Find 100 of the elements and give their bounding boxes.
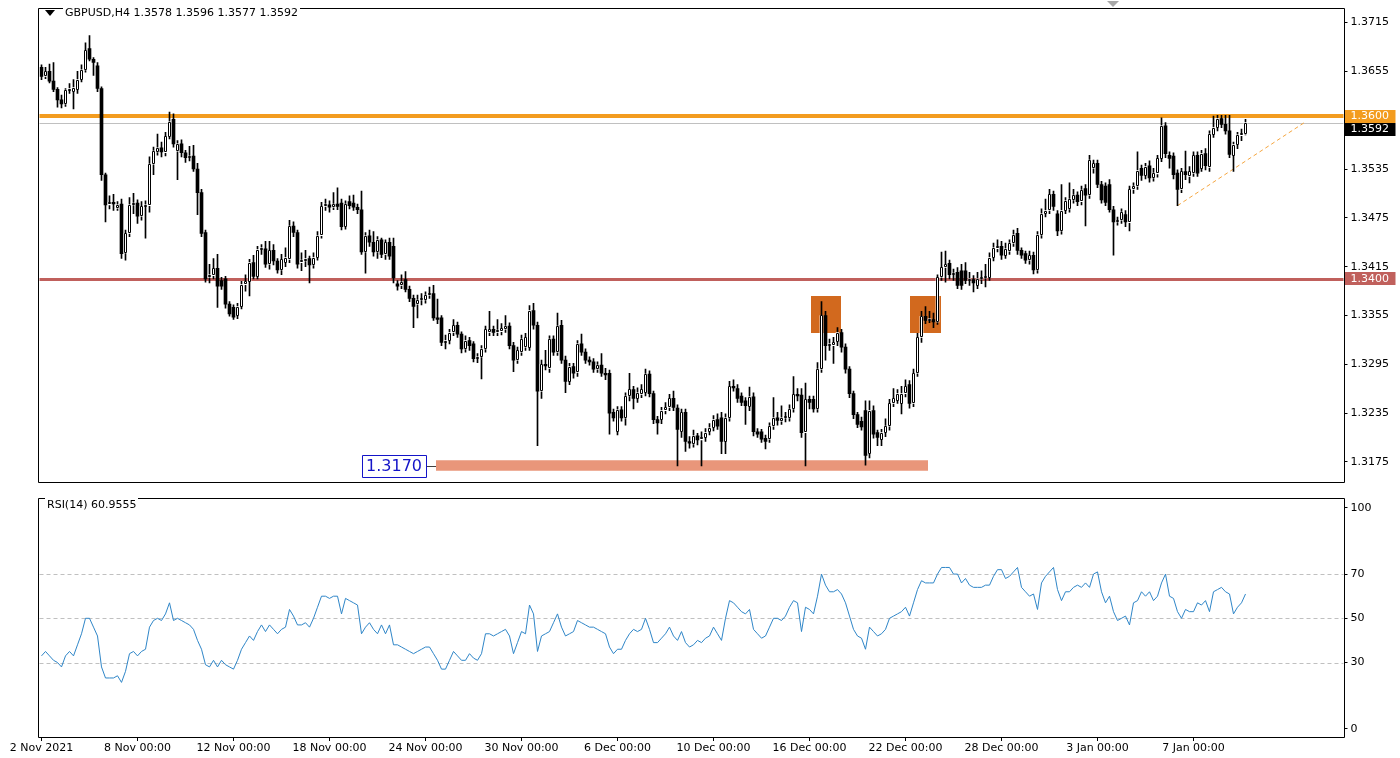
- candlestick: [1011, 229, 1016, 247]
- candlestick: [771, 397, 776, 430]
- candlestick: [1243, 119, 1248, 136]
- candlestick: [803, 382, 808, 467]
- chart-title: GBPUSD,H4 1.3578 1.3596 1.3577 1.3592: [63, 5, 300, 21]
- x-tick-label: 22 Dec 00:00: [868, 741, 943, 755]
- y-tick-label: 100: [1350, 500, 1372, 514]
- candlestick: [499, 323, 504, 336]
- candlestick: [627, 372, 632, 402]
- candlestick: [967, 272, 972, 286]
- candlestick: [623, 392, 628, 426]
- y-tick-label: 1.3295: [1350, 357, 1389, 371]
- ref-line-label: 1.3592: [1350, 122, 1389, 136]
- candlestick: [1039, 208, 1044, 239]
- candlestick: [375, 236, 380, 259]
- y-tick-label: 1.3175: [1350, 454, 1389, 468]
- candlestick: [711, 415, 716, 432]
- x-tick-label: 24 Nov 00:00: [388, 741, 463, 755]
- x-tick-label: 2 Nov 2021: [9, 741, 74, 755]
- x-tick-label: 3 Jan 00:00: [1066, 741, 1129, 755]
- x-tick-label: 8 Nov 00:00: [103, 741, 172, 755]
- candlestick: [975, 272, 980, 289]
- candlestick: [1059, 184, 1064, 235]
- candlestick: [691, 429, 696, 448]
- candlestick: [723, 413, 728, 455]
- candlestick: [883, 418, 888, 437]
- candlestick: [1035, 231, 1040, 274]
- candlestick: [287, 219, 292, 263]
- y-tick-label: 1.3715: [1350, 15, 1389, 29]
- candlestick: [151, 146, 156, 176]
- y-tick-label: 0: [1350, 721, 1358, 735]
- candlestick: [415, 294, 420, 319]
- candlestick: [831, 337, 836, 364]
- ref-line-label: 1.3400: [1350, 272, 1389, 286]
- candlestick: [399, 274, 404, 289]
- candlestick: [943, 250, 948, 283]
- candlestick: [1087, 154, 1092, 199]
- candlestick: [1143, 163, 1148, 180]
- candlestick: [331, 192, 336, 211]
- candlestick: [979, 270, 984, 285]
- candlestick: [575, 340, 580, 377]
- band-label: 1.3170: [366, 456, 422, 476]
- candlestick: [147, 156, 152, 213]
- candlestick: [767, 422, 772, 443]
- candlestick: [75, 71, 80, 94]
- y-tick-label: 1.3355: [1350, 308, 1389, 322]
- candlestick: [1215, 115, 1220, 132]
- candlestick: [707, 423, 712, 436]
- y-tick-label: 50: [1350, 611, 1365, 625]
- y-tick-label: 1.3235: [1350, 405, 1389, 419]
- candlestick: [787, 404, 792, 422]
- candlestick: [567, 363, 572, 385]
- x-tick-label: 6 Dec 00:00: [584, 741, 651, 755]
- x-tick-label: 7 Jan 00:00: [1162, 741, 1225, 755]
- candlestick: [495, 319, 500, 337]
- candlestick: [1191, 151, 1196, 177]
- candlestick: [635, 387, 640, 403]
- candlestick: [1007, 239, 1012, 255]
- candlestick: [1135, 151, 1140, 190]
- candlestick: [699, 431, 704, 467]
- candlestick: [643, 368, 648, 397]
- candlestick: [879, 429, 884, 446]
- x-tick-label: 18 Nov 00:00: [292, 741, 367, 755]
- candlestick: [483, 325, 488, 353]
- x-tick-label: 16 Dec 00:00: [772, 741, 847, 755]
- y-tick-label: 70: [1350, 566, 1365, 580]
- candlestick: [1199, 150, 1204, 172]
- candlestick: [783, 411, 788, 423]
- candlestick: [1207, 130, 1212, 172]
- candlestick: [519, 334, 524, 356]
- candlestick: [659, 407, 664, 424]
- candlestick: [303, 250, 308, 267]
- y-tick-label: 1.3475: [1350, 210, 1389, 224]
- candlestick: [1003, 242, 1008, 259]
- ref-line-label: 1.3600: [1350, 109, 1389, 123]
- candlestick: [419, 293, 424, 306]
- candlestick: [1047, 189, 1052, 215]
- candlestick: [1079, 185, 1084, 206]
- x-tick-label: 30 Nov 00:00: [484, 741, 559, 755]
- candlestick: [815, 362, 820, 413]
- candlestick: [987, 252, 992, 281]
- candlestick: [927, 311, 932, 324]
- x-tick-label: 12 Nov 00:00: [196, 741, 271, 755]
- candlestick: [679, 408, 684, 438]
- candlestick: [71, 79, 76, 110]
- candlestick: [343, 200, 348, 230]
- y-tick-label: 30: [1350, 655, 1365, 669]
- candlestick: [727, 381, 732, 422]
- candlestick: [527, 305, 532, 351]
- candlestick: [867, 400, 872, 459]
- candlestick: [43, 67, 48, 80]
- candlestick: [267, 241, 272, 270]
- candlestick: [63, 88, 68, 107]
- y-tick-label: 1.3415: [1350, 259, 1389, 273]
- candlestick: [247, 259, 252, 297]
- candlestick: [895, 389, 900, 404]
- candlestick: [383, 239, 388, 260]
- candlestick: [791, 376, 796, 413]
- candlestick: [463, 335, 468, 353]
- candlestick: [1179, 167, 1184, 193]
